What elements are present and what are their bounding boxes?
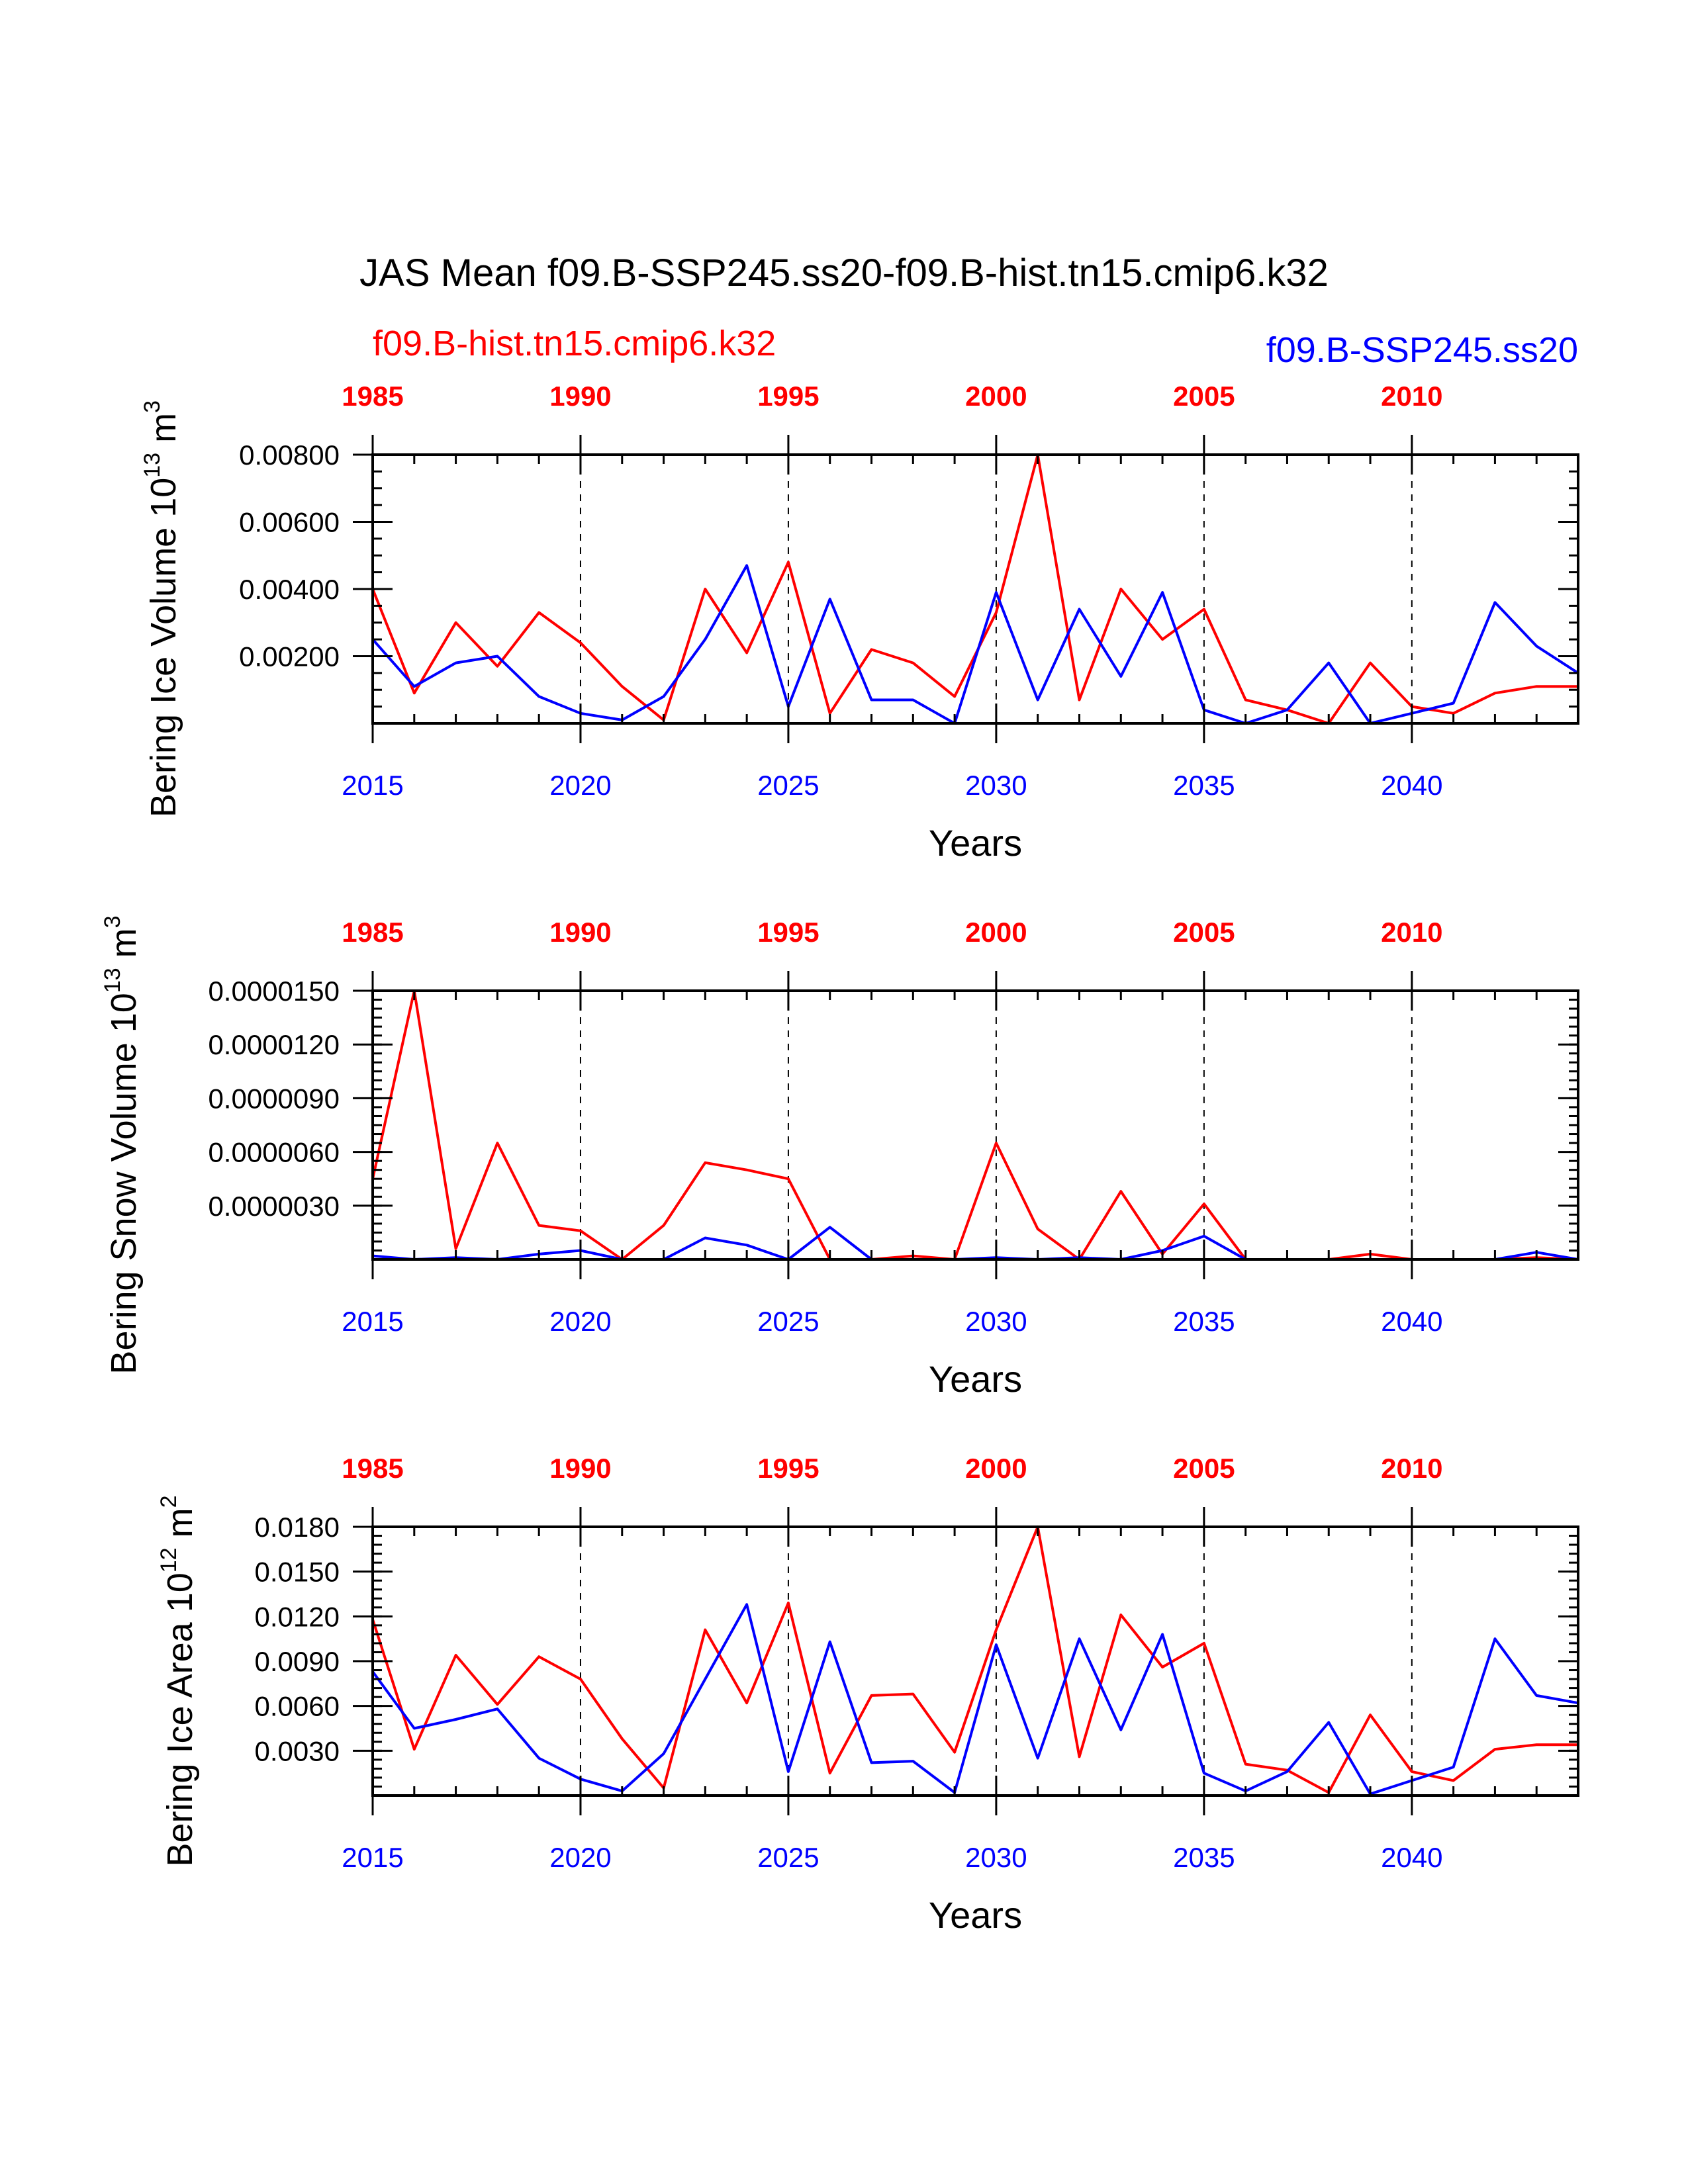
series-line-hist [371, 989, 1579, 1261]
y-axis-label: Bering Snow Volume 1013 m3 [100, 915, 144, 1374]
y-axis-label-unit: m [160, 1508, 200, 1547]
panel-ice-volume: 0.00200 0.00400 0.00600 0.00800 2015 1985 2020… [140, 381, 1579, 864]
y-axis-label: Bering Ice Volume 1013 m3 [140, 400, 183, 817]
y-tick-label: 0.0000150 [208, 976, 340, 1007]
x-axis-label: Years [929, 1894, 1022, 1936]
x-bottom-tick-label: 2020 [549, 770, 611, 801]
x-top-tick-label: 1985 [342, 381, 403, 412]
x-top-tick-label: 1990 [549, 1453, 611, 1484]
y-axis-label-text: Bering Ice Area 10 [160, 1572, 200, 1866]
y-axis-label: Bering Ice Area 1012 m2 [156, 1495, 200, 1866]
x-bottom-tick-label: 2015 [342, 1306, 403, 1337]
legend-ssp-label: f09.B-SSP245.ss20 [1266, 330, 1578, 370]
y-axis-label-unit: m [104, 928, 144, 968]
panel-ice-area: 0.0030 0.0060 0.0090 0.0120 0.0150 0.0180 2015… [156, 1453, 1579, 1936]
legend-hist-label: f09.B-hist.tn15.cmip6.k32 [373, 324, 776, 363]
panel-snow-volume: 0.0000030 0.0000060 0.0000090 0.0000120 0.00… [100, 915, 1579, 1400]
y-tick-label: 0.0150 [255, 1557, 340, 1588]
x-bottom-tick-label: 2030 [965, 1842, 1027, 1873]
y-tick-label: 0.0000090 [208, 1083, 340, 1114]
y-axis-label-unit: m [144, 413, 183, 453]
x-bottom-tick-label: 2015 [342, 1842, 403, 1873]
x-bottom-tick-label: 2035 [1173, 1306, 1235, 1337]
y-axis-label-exp: 12 [156, 1547, 181, 1572]
x-top-tick-label: 2010 [1381, 1453, 1442, 1484]
series-line-ssp [372, 1226, 1579, 1261]
y-tick-label: 0.0000120 [208, 1029, 340, 1060]
series-line-hist [371, 1525, 1578, 1794]
x-bottom-tick-label: 2030 [965, 1306, 1027, 1337]
x-bottom-tick-label: 2035 [1173, 1842, 1235, 1873]
series-line-hist [371, 453, 1578, 725]
y-tick-label: 0.0120 [255, 1601, 340, 1632]
y-axis-label-unit-exp: 3 [140, 400, 165, 413]
x-bottom-tick-label: 2020 [549, 1842, 611, 1873]
x-top-tick-label: 2000 [965, 1453, 1027, 1484]
x-bottom-tick-label: 2040 [1381, 770, 1442, 801]
series-line-ssp [371, 1603, 1579, 1796]
y-tick-label: 0.00600 [239, 507, 340, 538]
y-tick-label: 0.00800 [239, 439, 340, 471]
y-axis-label-unit-exp: 2 [156, 1495, 181, 1508]
y-tick-label: 0.0090 [255, 1646, 340, 1677]
x-top-tick-label: 1995 [757, 917, 819, 948]
y-tick-label: 0.0180 [255, 1512, 340, 1543]
y-axis-label-exp: 13 [140, 453, 165, 478]
x-bottom-tick-label: 2035 [1173, 770, 1235, 801]
plot-frame [371, 1525, 1579, 1797]
x-top-tick-label: 1985 [342, 917, 403, 948]
x-axis-label: Years [929, 1358, 1022, 1400]
y-axis-label-exp: 13 [100, 968, 125, 993]
x-top-tick-label: 2010 [1381, 917, 1442, 948]
y-axis-label-text: Bering Snow Volume 10 [104, 993, 144, 1374]
x-top-tick-label: 1995 [757, 381, 819, 412]
x-top-tick-label: 2000 [965, 917, 1027, 948]
x-bottom-tick-label: 2015 [342, 770, 403, 801]
plot-frame [371, 989, 1579, 1261]
y-axis-label-unit-exp: 3 [100, 915, 125, 928]
y-tick-label: 0.0060 [255, 1691, 340, 1722]
plot-frame [371, 453, 1579, 725]
x-top-tick-label: 2005 [1173, 917, 1235, 948]
x-top-tick-label: 2000 [965, 381, 1027, 412]
x-top-tick-label: 1990 [549, 917, 611, 948]
x-axis-label: Years [929, 822, 1022, 864]
x-top-tick-label: 1990 [549, 381, 611, 412]
x-bottom-tick-label: 2020 [549, 1306, 611, 1337]
x-bottom-tick-label: 2030 [965, 770, 1027, 801]
figure-title: JAS Mean f09.B-SSP245.ss20-f09.B-hist.tn… [359, 251, 1329, 295]
x-bottom-tick-label: 2040 [1381, 1842, 1442, 1873]
y-axis-label-text: Bering Ice Volume 10 [144, 478, 183, 817]
series-line-ssp [371, 564, 1579, 725]
x-top-tick-label: 2005 [1173, 381, 1235, 412]
x-bottom-tick-label: 2025 [757, 1306, 819, 1337]
x-top-tick-label: 2005 [1173, 1453, 1235, 1484]
y-tick-label: 0.00400 [239, 574, 340, 605]
y-tick-label: 0.0030 [255, 1735, 340, 1766]
y-tick-label: 0.0000060 [208, 1137, 340, 1168]
x-top-tick-label: 2010 [1381, 381, 1442, 412]
x-bottom-tick-label: 2040 [1381, 1306, 1442, 1337]
y-tick-label: 0.00200 [239, 641, 340, 672]
x-bottom-tick-label: 2025 [757, 1842, 819, 1873]
x-bottom-tick-label: 2025 [757, 770, 819, 801]
x-top-tick-label: 1985 [342, 1453, 403, 1484]
y-tick-label: 0.0000030 [208, 1191, 340, 1222]
x-top-tick-label: 1995 [757, 1453, 819, 1484]
